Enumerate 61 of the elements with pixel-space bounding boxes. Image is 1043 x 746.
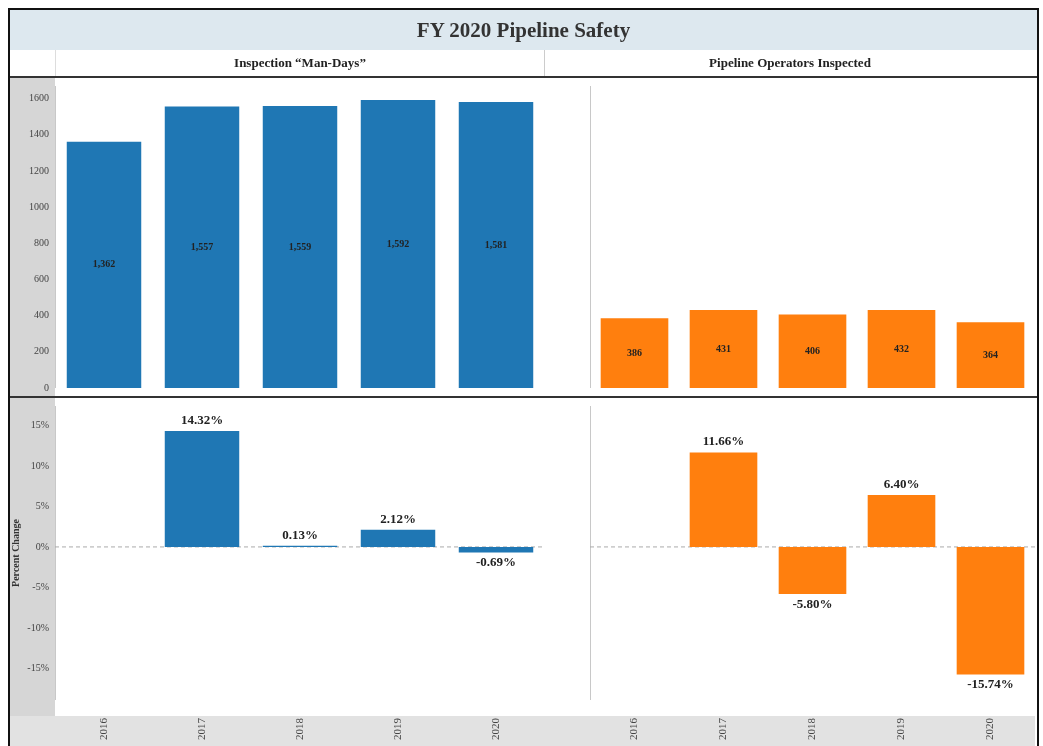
y-tick-label: -10% [27,621,49,633]
y-tick-label: 10% [30,459,49,471]
y-tick-label: 0% [35,540,49,552]
y-tick-label: 400 [34,309,49,321]
data-label: 1,362 [92,258,116,270]
x-tick-label: 2018 [805,717,818,740]
bar [867,309,936,388]
chart-title: FY 2020 Pipeline Safety [10,10,1037,50]
y-tick-label: 1000 [29,200,49,212]
data-label: 1,559 [288,240,312,252]
x-tick-label: 2020 [983,717,996,740]
bar [262,106,338,388]
bar [164,106,240,388]
data-label: 406 [805,344,820,356]
y-tick-label: 1200 [29,164,49,176]
bar [360,100,436,388]
y-tick-label: 600 [34,273,49,285]
bar [66,141,142,388]
data-label: 1,581 [484,238,508,250]
bar [458,102,534,388]
y-tick-label: -15% [27,662,49,674]
bar [458,546,534,553]
data-label: 14.32% [180,411,224,427]
x-tick-label: 2016 [627,717,640,740]
bar [956,322,1025,388]
x-tick-label: 2019 [894,717,907,740]
y-tick-label: 200 [34,345,49,357]
data-label: 1,592 [386,237,410,249]
bar [689,310,758,388]
y-tick-label: 15% [30,419,49,431]
x-tick-label: 2018 [292,717,305,740]
data-label: 2.12% [380,510,416,526]
data-label: 431 [716,342,731,354]
data-label: 364 [983,348,998,360]
y-tick-label: 1400 [29,128,49,140]
y-tick-label: 0 [44,381,49,393]
bar [360,529,436,547]
data-label: 0.13% [282,526,318,542]
x-tick-label: 2017 [716,717,729,740]
y-tick-label: 5% [35,500,49,512]
bar [164,430,240,547]
bar [600,318,669,388]
data-label: 432 [894,342,909,354]
data-label: -15.74% [967,676,1014,692]
y-tick-label: 1600 [29,92,49,104]
bar [778,314,847,388]
chart-subtitle: Inspection “Man-Days” [55,50,545,76]
x-tick-label: 2019 [390,717,403,740]
x-tick-label: 2017 [194,717,207,740]
data-label: -5.80% [792,595,833,611]
data-label: 386 [627,346,642,358]
x-tick-label: 2016 [96,717,109,740]
data-label: -0.69% [475,554,517,570]
data-label: 6.40% [883,475,920,491]
y-tick-label: -5% [32,581,49,593]
chart-subtitle: Pipeline Operators Inspected [708,54,872,72]
data-label: 11.66% [702,433,745,449]
data-label: 1,557 [190,240,214,252]
x-tick-label: 2020 [488,717,501,740]
y-tick-label: 800 [34,236,49,248]
y-axis-title: Percent Change [9,518,21,587]
